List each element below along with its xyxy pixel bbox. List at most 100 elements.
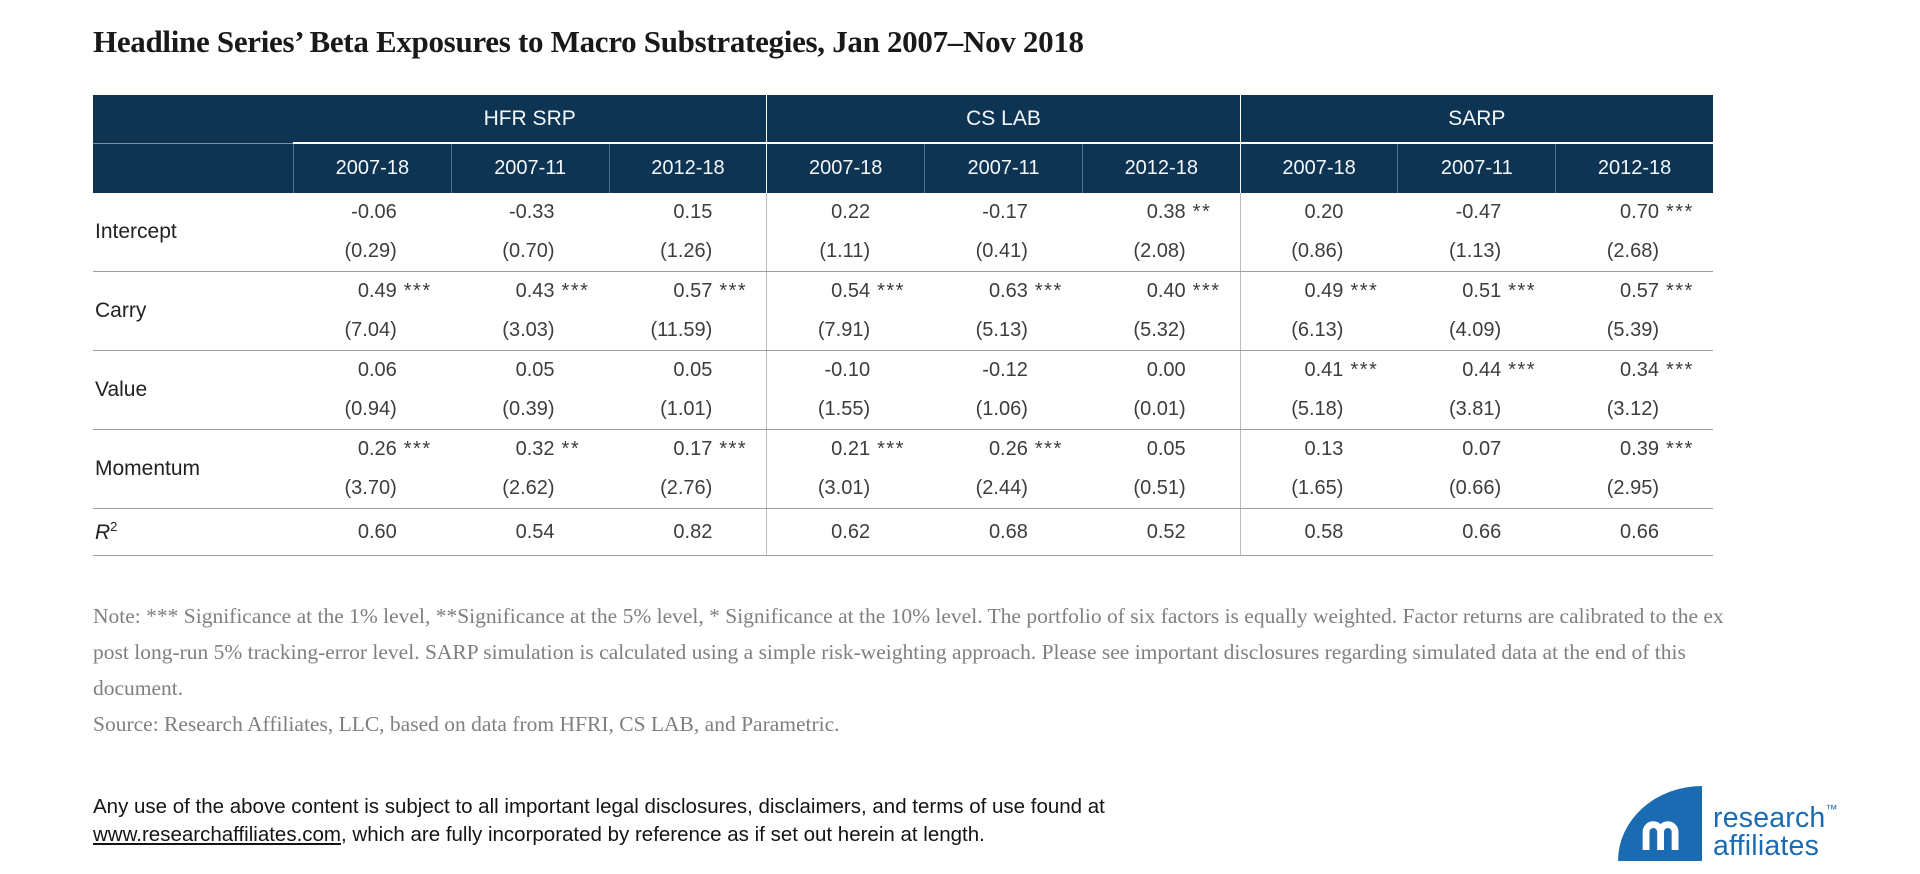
- coefficient-value: 0.39: [1620, 438, 1659, 460]
- coefficient-line: 0.05: [451, 351, 609, 390]
- data-cell: -0.06 (0.29): [293, 193, 451, 271]
- coefficient-line: 0.51 ***: [1397, 272, 1555, 311]
- coefficient-value: 0.05: [1146, 438, 1186, 460]
- tstat-line: (0.41): [924, 232, 1082, 271]
- tstat-line: (2.08): [1082, 232, 1240, 271]
- tstat-line: (3.81): [1397, 390, 1555, 429]
- coefficient-value: 0.41: [1304, 359, 1344, 381]
- tstat-line: (0.86): [1241, 232, 1398, 271]
- tstat-line: (3.03): [451, 311, 609, 350]
- significance-stars: ***: [719, 280, 748, 302]
- r-squared-value: 0.68: [988, 520, 1028, 543]
- tstat-line: (1.13): [1397, 232, 1555, 271]
- tstat-value: (4.09): [1448, 319, 1502, 341]
- coefficient-value: 0.07: [1462, 438, 1502, 460]
- coefficient-value: 0.49: [357, 280, 397, 302]
- coefficient-value: -0.10: [824, 359, 871, 381]
- tstat-line: (2.95): [1555, 469, 1713, 508]
- tstat-line: (7.91): [767, 311, 924, 350]
- tstat-value: (0.39): [502, 398, 555, 420]
- tstat-value: (0.51): [1133, 477, 1186, 499]
- tstat-line: (0.29): [293, 232, 451, 271]
- significance-stars: ***: [877, 438, 905, 460]
- significance-stars: ***: [719, 438, 748, 460]
- beta-exposure-table: HFR SRP CS LAB SARP 2007-18 2007-11 2012-18 2…: [93, 95, 1713, 556]
- tstat-value: (6.13): [1291, 319, 1344, 341]
- table-group-header-row: HFR SRP CS LAB SARP: [93, 95, 1713, 144]
- table-period-header-row: 2007-18 2007-11 2012-18 2007-18 2007-11 2012-…: [93, 144, 1713, 193]
- trademark-symbol: ™: [1825, 802, 1838, 816]
- row-label: Intercept: [95, 220, 177, 243]
- significance-stars: **: [1192, 201, 1212, 223]
- period-header-2012-18: 2012-18: [1081, 144, 1240, 193]
- r-squared-cell: 0.54: [451, 509, 609, 555]
- data-cell: 0.63 *** (5.13): [924, 272, 1082, 350]
- significance-stars: ***: [1508, 280, 1537, 302]
- coefficient-line: -0.06: [293, 193, 451, 232]
- data-cell: 0.26 *** (3.70): [293, 430, 451, 508]
- tstat-line: (1.01): [609, 390, 767, 429]
- tstat-line: (6.13): [1241, 311, 1398, 350]
- tstat-line: (0.94): [293, 390, 451, 429]
- data-cell: 0.41 *** (5.18): [1239, 351, 1398, 429]
- logo-word-research: research: [1713, 802, 1826, 834]
- data-cell: 0.49 *** (6.13): [1239, 272, 1398, 350]
- significance-note: Note: *** Significance at the 1% level, …: [93, 604, 1724, 700]
- researchaffiliates-link[interactable]: www.researchaffiliates.com: [93, 823, 341, 846]
- coefficient-line: 0.40 ***: [1082, 272, 1240, 311]
- coefficient-value: 0.17: [673, 438, 713, 460]
- r-squared-value: 0.60: [357, 520, 397, 543]
- coefficient-value: 0.44: [1462, 359, 1502, 381]
- significance-stars: ***: [561, 280, 590, 302]
- significance-stars: ***: [1192, 280, 1221, 302]
- group-header-cs-lab: CS LAB: [766, 95, 1240, 144]
- tstat-value: (2.08): [1133, 240, 1186, 262]
- coefficient-value: 0.43: [515, 280, 555, 302]
- tstat-line: (2.76): [609, 469, 767, 508]
- tstat-value: (0.86): [1291, 240, 1344, 262]
- data-cell: 0.39 *** (2.95): [1555, 430, 1713, 508]
- tstat-value: (1.55): [817, 398, 871, 420]
- ra-monogram-icon: [1642, 821, 1679, 850]
- coefficient-line: 0.20: [1241, 193, 1398, 232]
- tstat-value: (7.91): [817, 319, 871, 341]
- tstat-line: (3.70): [293, 469, 451, 508]
- coefficient-value: 0.26: [357, 438, 397, 460]
- coefficient-line: 0.26 ***: [293, 430, 451, 469]
- coefficient-value: 0.21: [831, 438, 871, 460]
- group-header-hfr-srp: HFR SRP: [293, 95, 767, 144]
- coefficient-line: 0.00: [1082, 351, 1240, 390]
- tstat-value: (1.65): [1291, 477, 1344, 499]
- r-squared-value: 0.62: [831, 520, 871, 543]
- period-header-2007-11: 2007-11: [450, 144, 609, 193]
- significance-stars: ***: [1665, 201, 1694, 223]
- data-cell: 0.17 *** (2.76): [609, 430, 767, 508]
- tstat-value: (5.39): [1606, 319, 1659, 341]
- coefficient-value: 0.05: [673, 359, 713, 381]
- coefficient-line: 0.06: [293, 351, 451, 390]
- coefficient-value: 0.32: [515, 438, 555, 460]
- legal-text-after: , which are fully incorporated by refere…: [341, 823, 985, 846]
- coefficient-line: -0.10: [767, 351, 924, 390]
- row-label: Carry: [95, 299, 147, 322]
- table-body: Intercept -0.06 (0.29) -0.33 (0.70) 0.15 (1.26…: [93, 193, 1713, 556]
- coefficient-value: 0.40: [1146, 280, 1186, 302]
- group-header-sarp: SARP: [1239, 95, 1713, 144]
- coefficient-value: -0.12: [982, 359, 1028, 381]
- legal-text-before: Any use of the above content is subject …: [93, 795, 1105, 818]
- tstat-value: (2.68): [1606, 240, 1659, 262]
- coefficient-value: 0.22: [831, 201, 871, 223]
- data-cell: 0.05 (0.39): [451, 351, 609, 429]
- r-squared-cell: 0.52: [1082, 509, 1240, 555]
- data-cell: 0.57 *** (11.59): [609, 272, 767, 350]
- coefficient-line: 0.63 ***: [924, 272, 1082, 311]
- coefficient-value: -0.47: [1455, 201, 1502, 223]
- coefficient-value: 0.05: [515, 359, 555, 381]
- r-squared-cell: 0.66: [1397, 509, 1555, 555]
- r-squared-value: 0.82: [673, 520, 713, 543]
- table-corner-cell: [93, 95, 293, 144]
- period-header-2012-18: 2012-18: [1555, 144, 1713, 193]
- coefficient-line: 0.54 ***: [767, 272, 924, 311]
- tstat-value: (1.01): [660, 398, 713, 420]
- data-cell: -0.33 (0.70): [451, 193, 609, 271]
